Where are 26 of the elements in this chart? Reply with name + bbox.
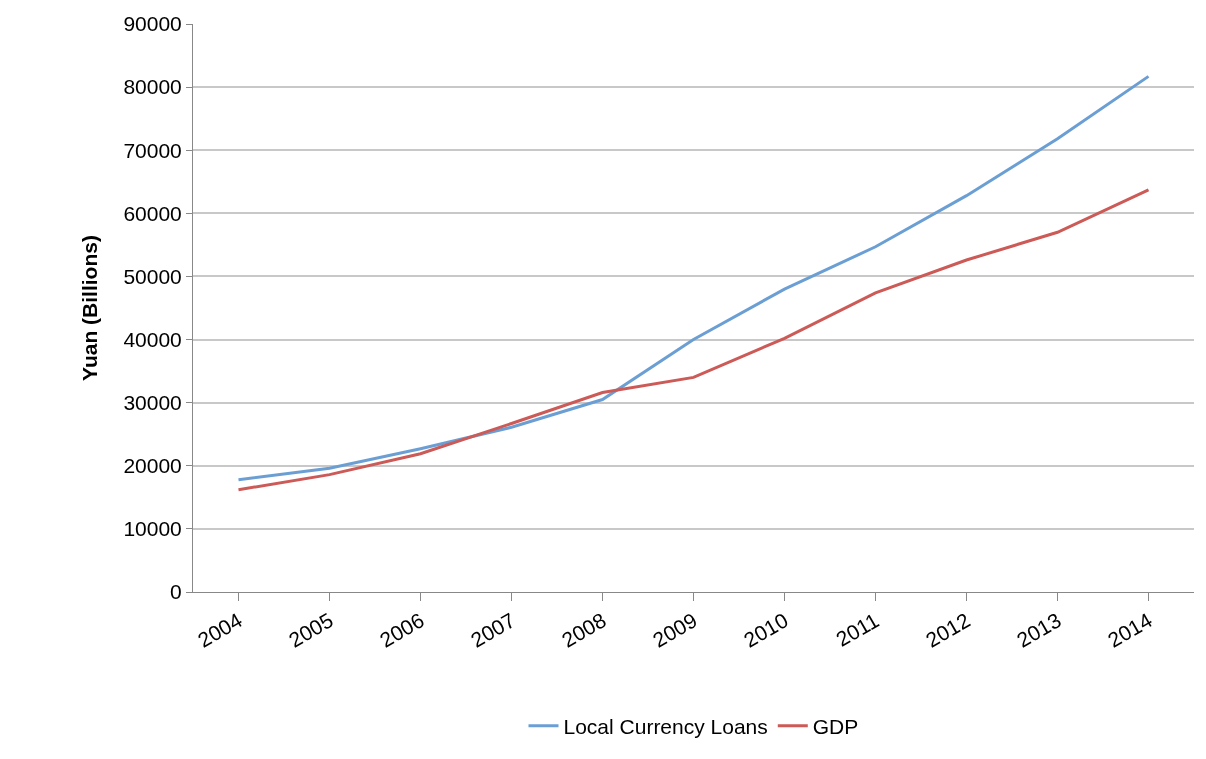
line-series bbox=[237, 188, 1150, 492]
y-tick-label: 20000 bbox=[123, 454, 182, 478]
y-tick-label: 40000 bbox=[123, 327, 182, 351]
y-tick-label: 80000 bbox=[123, 75, 182, 99]
x-tick-label: 2004 bbox=[193, 608, 247, 652]
y-tick-label: 90000 bbox=[123, 12, 182, 36]
x-tick-label: 2006 bbox=[375, 608, 428, 652]
y-tick-label: 30000 bbox=[123, 391, 182, 415]
legend-label: Local Currency Loans bbox=[563, 714, 768, 738]
legend-label: GDP bbox=[812, 714, 859, 738]
x-tick-label: 2007 bbox=[466, 608, 519, 652]
y-tick-label: 60000 bbox=[123, 201, 182, 225]
y-tick-label: 70000 bbox=[123, 138, 182, 162]
x-tick-label: 2010 bbox=[739, 608, 792, 652]
line-series bbox=[237, 74, 1150, 482]
y-tick-label: 10000 bbox=[123, 517, 182, 541]
x-tick-label: 2011 bbox=[832, 608, 883, 651]
y-tick-label: 0 bbox=[170, 580, 182, 604]
x-tick-label: 2008 bbox=[557, 608, 610, 652]
y-axis-title: Yuan (Billions) bbox=[77, 235, 101, 381]
x-tick-label: 2009 bbox=[648, 608, 701, 652]
y-tick-label: 50000 bbox=[123, 264, 182, 288]
x-tick-label: 2014 bbox=[1103, 608, 1157, 652]
x-tick-label: 2013 bbox=[1012, 608, 1065, 652]
x-tick-label: 2005 bbox=[284, 608, 337, 652]
x-tick-label: 2012 bbox=[921, 608, 974, 652]
